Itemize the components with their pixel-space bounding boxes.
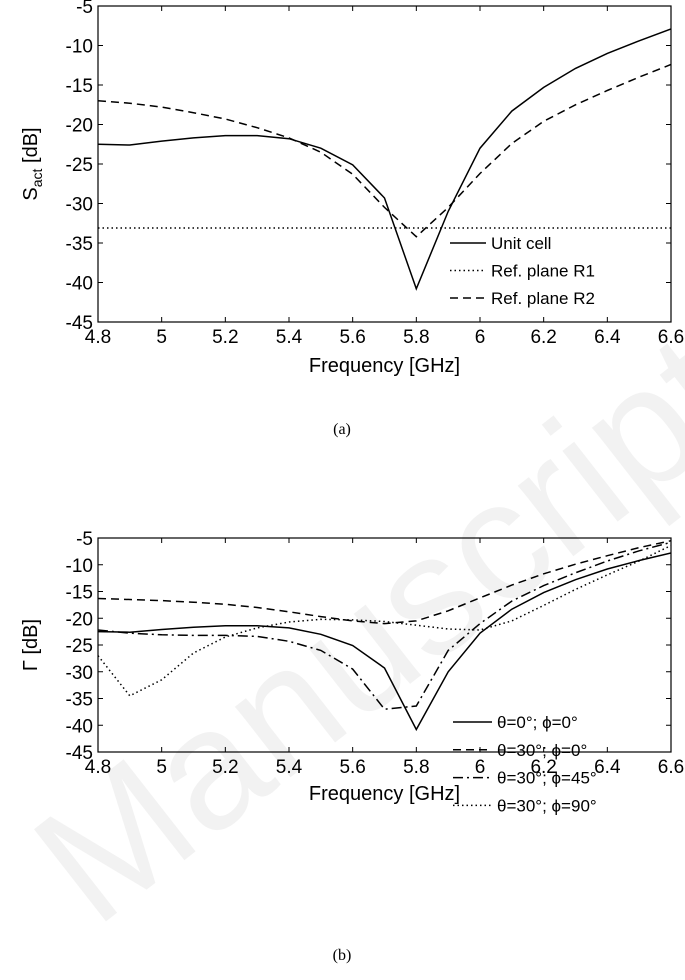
y-tick-label: -15: [66, 76, 93, 97]
x-tick-label: 5.8: [403, 757, 429, 778]
y-tick-label: -20: [66, 609, 93, 630]
x-tick-label: 5.4: [276, 327, 303, 348]
x-tick-label: 5: [156, 757, 167, 778]
y-tick-label: -30: [66, 663, 93, 684]
x-tick-label: 5.6: [339, 757, 365, 778]
legend-label-4: θ=30°; ϕ=90°: [497, 796, 597, 815]
y-tick-label: -5: [76, 529, 93, 550]
series-line-3: [98, 63, 671, 238]
legend-label-3: Ref. plane R2: [491, 289, 595, 308]
y-tick-label: -35: [66, 234, 93, 255]
x-axis-label: Frequency [GHz]: [309, 355, 460, 377]
y-tick-label: -20: [66, 116, 93, 137]
panel-caption: (b): [333, 947, 352, 964]
x-tick-label: 6.2: [530, 757, 556, 778]
x-tick-label: 6.6: [658, 327, 684, 348]
x-tick-label: 6.4: [594, 327, 621, 348]
legend-label-2: Ref. plane R1: [491, 262, 595, 281]
series-line-2: [98, 539, 671, 625]
y-tick-label: -10: [66, 37, 93, 58]
x-tick-label: 6.4: [594, 757, 621, 778]
watermark-text: Manuscript: [1, 298, 685, 960]
x-tick-label: 5: [156, 327, 167, 348]
x-axis-label: Frequency [GHz]: [309, 783, 460, 805]
x-tick-label: 5.2: [212, 757, 238, 778]
legend-label-1: θ=0°; ϕ=0°: [497, 713, 578, 732]
y-tick-label: -25: [66, 636, 93, 657]
x-tick-label: 5.4: [276, 757, 303, 778]
x-tick-label: 6: [475, 757, 486, 778]
y-tick-label: -45: [66, 743, 93, 764]
x-tick-label: 4.8: [85, 757, 111, 778]
y-axis-label: Sact [dB]: [20, 127, 45, 200]
series-line-3: [98, 541, 671, 710]
chart-panel-b: 4.8 5 5.2 5.4 5.6 5.8 6 6.2 6.4 6.6 -5 -10 -15 -20 -25…: [20, 529, 684, 964]
y-tick-label: -10: [66, 556, 93, 577]
panel-caption: (a): [333, 421, 351, 438]
y-tick-label: -25: [66, 155, 93, 176]
y-tick-label: -40: [66, 274, 93, 295]
x-tick-label: 6.6: [658, 757, 684, 778]
y-tick-label: -15: [66, 583, 93, 604]
x-tick-label: 5.6: [339, 327, 365, 348]
legend-label-3: θ=30°; ϕ=45°: [497, 769, 597, 788]
x-tick-label: 4.8: [85, 327, 111, 348]
y-tick-label: -5: [76, 0, 93, 18]
y-tick-label: -35: [66, 690, 93, 711]
x-tick-label: 6: [475, 327, 486, 348]
x-tick-label: 6.2: [530, 327, 556, 348]
series-line-4: [98, 544, 671, 697]
chart-panel-a: 4.8 5 5.2 5.4 5.6 5.8 6 6.2 6.4 6.6 -5 -10 -15 -20 -25…: [20, 0, 684, 438]
series-line-1: [98, 28, 671, 291]
series-line-1: [98, 552, 671, 732]
x-tick-label: 5.8: [403, 327, 429, 348]
legend-label-2: θ=30°; ϕ=0°: [497, 741, 587, 760]
y-tick-label: -30: [66, 195, 93, 216]
y-axis-label: Γ [dB]: [20, 619, 42, 671]
x-tick-label: 5.2: [212, 327, 238, 348]
y-tick-label: -40: [66, 716, 93, 737]
y-tick-label: -45: [66, 313, 93, 334]
legend-label-1: Unit cell: [491, 234, 551, 253]
